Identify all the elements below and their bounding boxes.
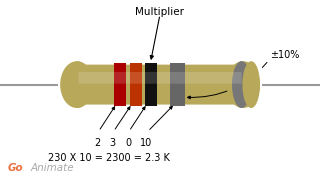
FancyBboxPatch shape: [76, 65, 244, 105]
Ellipse shape: [60, 61, 93, 108]
Ellipse shape: [232, 61, 251, 108]
Bar: [243, 59, 262, 110]
Text: 0: 0: [125, 138, 131, 148]
Ellipse shape: [237, 61, 261, 108]
FancyBboxPatch shape: [78, 72, 242, 84]
Ellipse shape: [227, 61, 260, 108]
Text: 3: 3: [109, 138, 116, 148]
Text: 10: 10: [140, 138, 153, 148]
Bar: [145, 63, 157, 106]
Text: ±10%: ±10%: [270, 50, 300, 60]
Bar: [130, 63, 142, 106]
Text: 2: 2: [94, 138, 101, 148]
Bar: [114, 63, 126, 106]
Bar: [58, 59, 77, 110]
Bar: [170, 63, 185, 106]
Ellipse shape: [227, 61, 260, 108]
Text: Go: Go: [8, 163, 24, 173]
Text: 230 X 10 = 2300 = 2.3 K: 230 X 10 = 2300 = 2.3 K: [48, 153, 170, 163]
Text: Multiplier: Multiplier: [135, 7, 185, 17]
Text: Animate: Animate: [31, 163, 75, 173]
Ellipse shape: [60, 61, 93, 108]
Ellipse shape: [232, 61, 255, 108]
Ellipse shape: [243, 61, 260, 108]
